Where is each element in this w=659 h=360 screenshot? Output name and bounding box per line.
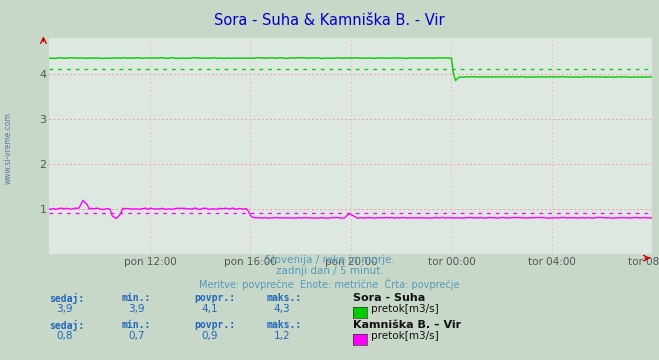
Text: povpr.:: povpr.: xyxy=(194,293,235,303)
Text: Sora - Suha & Kamniška B. - Vir: Sora - Suha & Kamniška B. - Vir xyxy=(214,13,445,28)
Text: maks.:: maks.: xyxy=(267,293,302,303)
Text: pretok[m3/s]: pretok[m3/s] xyxy=(371,304,439,314)
Text: min.:: min.: xyxy=(122,293,152,303)
Text: pretok[m3/s]: pretok[m3/s] xyxy=(371,331,439,341)
Text: Kamniška B. – Vir: Kamniška B. – Vir xyxy=(353,320,461,330)
Text: Meritve: povprečne  Enote: metrične  Črta: povprečje: Meritve: povprečne Enote: metrične Črta:… xyxy=(199,278,460,290)
Text: 0,9: 0,9 xyxy=(201,331,217,341)
Text: Sora - Suha: Sora - Suha xyxy=(353,293,425,303)
Text: 3,9: 3,9 xyxy=(129,304,145,314)
Text: 4,1: 4,1 xyxy=(201,304,217,314)
Text: 4,3: 4,3 xyxy=(273,304,290,314)
Text: povpr.:: povpr.: xyxy=(194,320,235,330)
Text: 1,2: 1,2 xyxy=(273,331,290,341)
Text: 3,9: 3,9 xyxy=(56,304,72,314)
Text: sedaj:: sedaj: xyxy=(49,293,84,305)
Text: 0,8: 0,8 xyxy=(56,331,72,341)
Text: zadnji dan / 5 minut.: zadnji dan / 5 minut. xyxy=(275,266,384,276)
Text: maks.:: maks.: xyxy=(267,320,302,330)
Text: 0,7: 0,7 xyxy=(129,331,145,341)
Text: www.si-vreme.com: www.si-vreme.com xyxy=(4,112,13,184)
Text: sedaj:: sedaj: xyxy=(49,320,84,332)
Text: Slovenija / reke in morje.: Slovenija / reke in morje. xyxy=(264,255,395,265)
Text: min.:: min.: xyxy=(122,320,152,330)
